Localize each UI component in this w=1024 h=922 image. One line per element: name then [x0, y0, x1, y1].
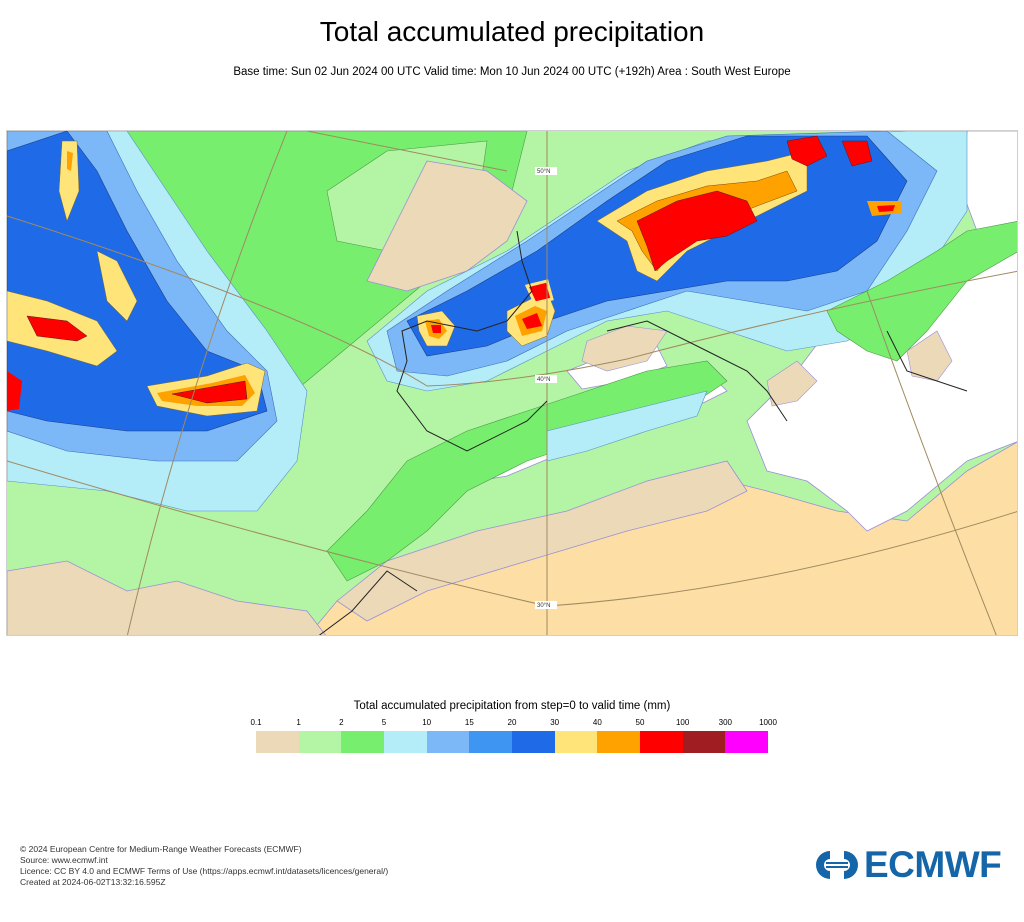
legend-tick: 300 — [718, 718, 733, 727]
legend-color-swatch — [682, 731, 726, 753]
legend-colorbar — [256, 731, 769, 753]
footer-credits: © 2024 European Centre for Medium-Range … — [20, 844, 388, 888]
footer-copyright: © 2024 European Centre for Medium-Range … — [20, 844, 302, 854]
legend-ticks: 0.1 1 2 5 10 15 20 30 40 50 100 300 1000 — [250, 718, 776, 730]
footer-created: Created at 2024-06-02T13:32:16.595Z — [20, 877, 166, 887]
legend-color-swatch — [298, 731, 342, 753]
legend-tick: 10 — [422, 718, 432, 727]
legend-tick: 1 — [296, 718, 301, 727]
legend-color-swatch — [554, 731, 598, 753]
ecmwf-logo: ECMWF — [814, 844, 1002, 885]
legend-tick: 50 — [635, 718, 645, 727]
legend-color-swatch — [341, 731, 385, 753]
footer-source: Source: www.ecmwf.int — [20, 855, 108, 865]
legend-tick: 30 — [550, 718, 560, 727]
legend-color-swatch — [640, 731, 683, 753]
precipitation-map: 50°N 40°N 30°N — [6, 130, 1018, 636]
legend-tick: 40 — [592, 718, 602, 727]
legend-tick: 2 — [339, 718, 344, 727]
ecmwf-logo-text: ECMWF — [864, 844, 1002, 885]
lat-label-40n: 40°N — [537, 377, 550, 383]
legend-title: Total accumulated precipitation from ste… — [353, 700, 671, 712]
legend-tick: 0.1 — [250, 718, 262, 727]
legend-color-swatch — [384, 731, 427, 753]
legend-tick: 1000 — [759, 718, 777, 727]
legend-color-swatch — [512, 731, 555, 753]
ecmwf-logo-icon — [816, 850, 858, 879]
legend-color-swatch — [256, 731, 299, 753]
legend-color-swatch — [725, 731, 769, 753]
legend-tick: 5 — [381, 718, 387, 727]
lat-label-30n: 30°N — [537, 603, 550, 609]
chart-title: Total accumulated precipitation — [319, 16, 705, 47]
chart-subtitle: Base time: Sun 02 Jun 2024 00 UTC Valid … — [233, 66, 791, 78]
legend-tick: 15 — [464, 718, 474, 727]
lat-label-50n: 50°N — [537, 169, 550, 175]
legend-color-swatch — [469, 731, 513, 753]
legend-color-swatch — [426, 731, 470, 753]
footer-licence: Licence: CC BY 4.0 and ECMWF Terms of Us… — [20, 866, 389, 876]
legend-tick: 100 — [675, 718, 690, 727]
legend-color-swatch — [597, 731, 641, 753]
legend-tick: 20 — [507, 718, 517, 727]
